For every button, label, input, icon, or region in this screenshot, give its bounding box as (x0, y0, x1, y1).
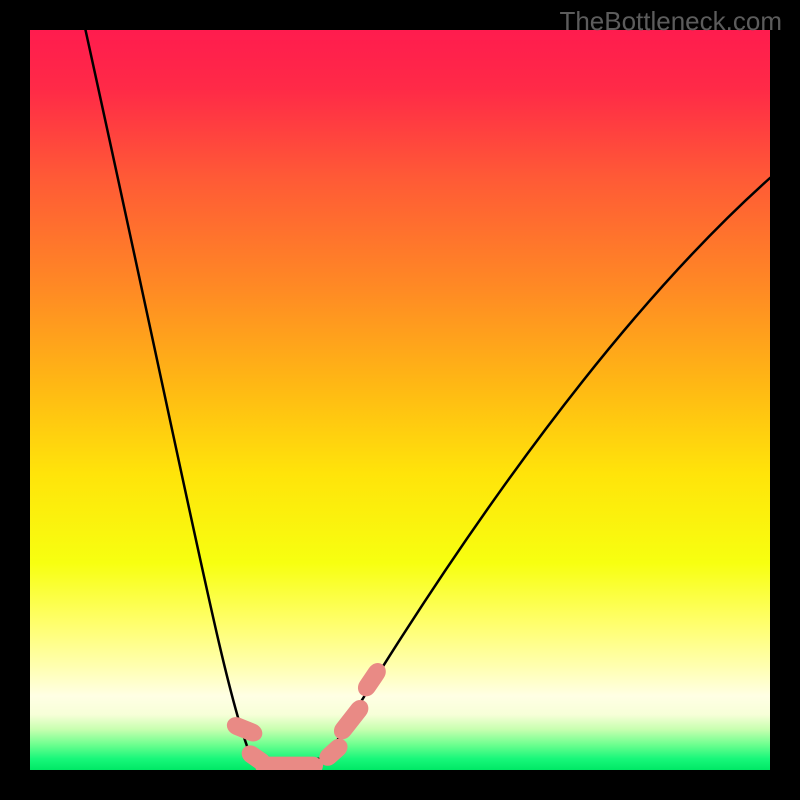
valley-marker (255, 757, 323, 770)
gradient-background (30, 30, 770, 770)
plot-svg (30, 30, 770, 770)
plot-area (30, 30, 770, 770)
watermark-text: TheBottleneck.com (559, 6, 782, 37)
chart-stage: TheBottleneck.com (0, 0, 800, 800)
